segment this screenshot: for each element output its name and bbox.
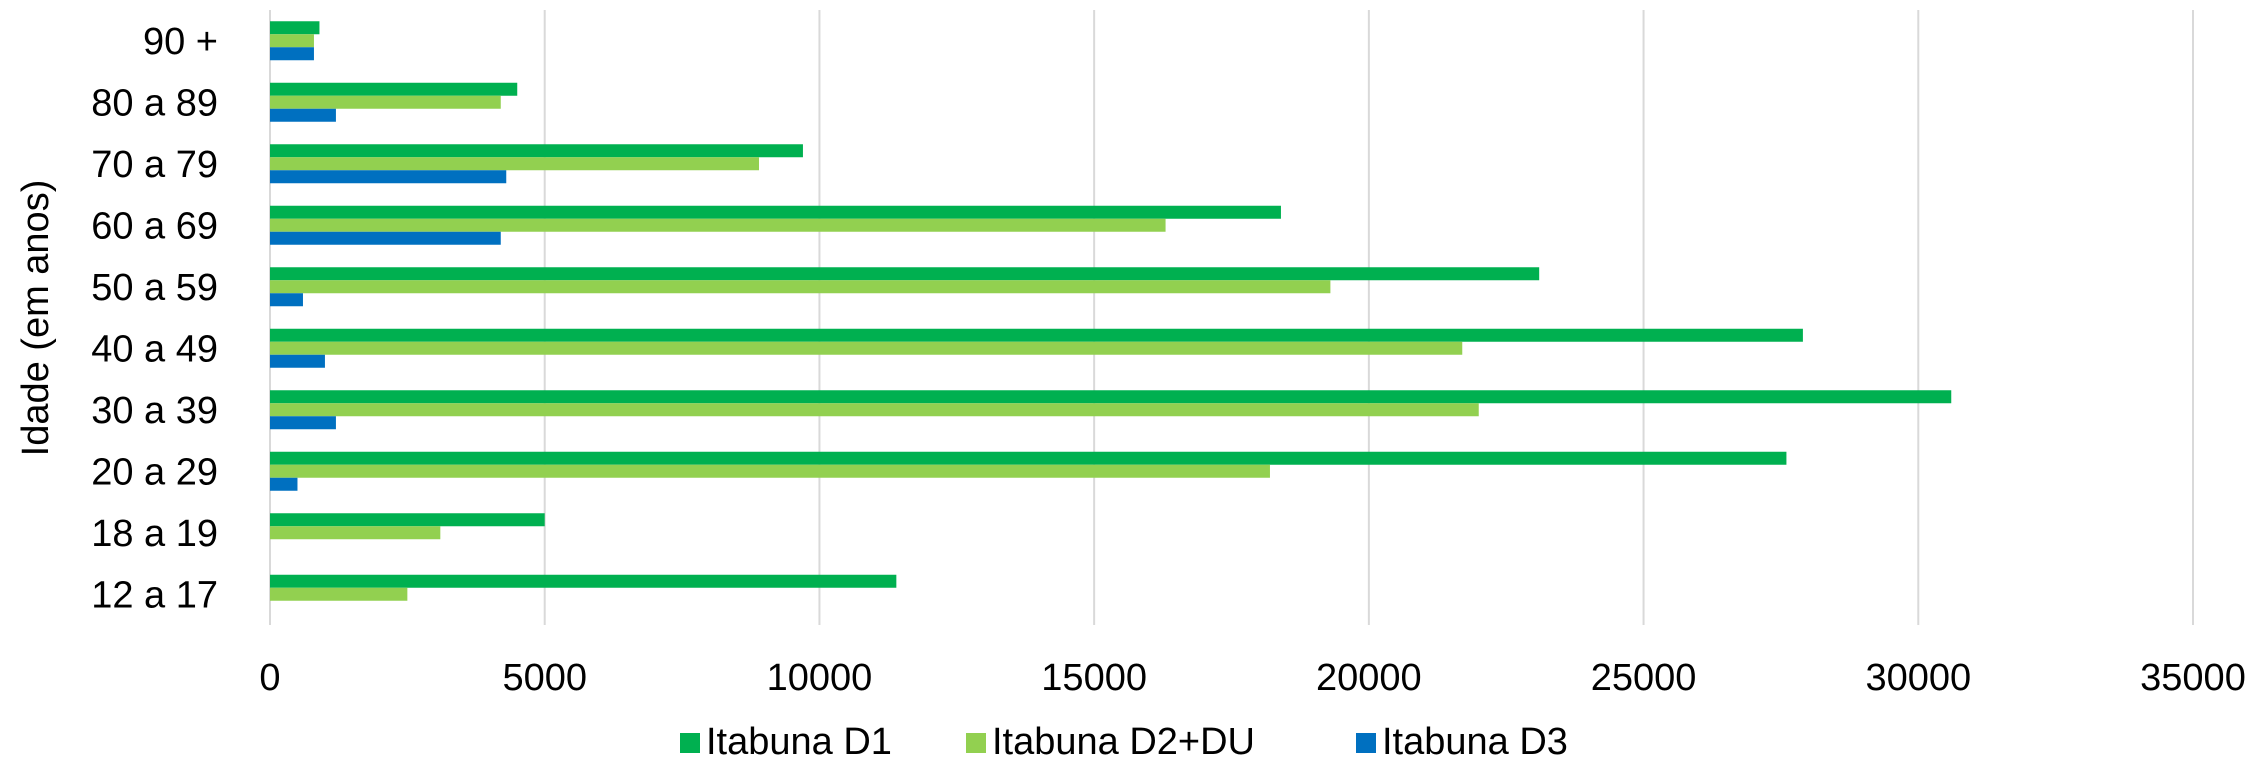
gridlines [269,10,2194,625]
legend-label-2: Itabuna D2+DU [992,721,1255,763]
bar-itabuna-d3-90- [270,47,314,61]
category-label: 90 + [143,21,218,63]
bar-itabuna-d2-du-80-a-89 [270,95,501,109]
x-tick-label-15000: 15000 [1041,657,1147,699]
bar-itabuna-d2-du-90- [270,34,314,48]
bar-itabuna-d1-90- [270,21,320,35]
bar-itabuna-d3-70-a-79 [270,170,507,184]
x-tick-label-0: 0 [259,657,280,699]
category-label: 12 a 17 [91,574,218,616]
legend-label-1: Itabuna D1 [706,721,892,763]
category-label: 40 a 49 [91,328,218,370]
bar-itabuna-d2-du-40-a-49 [270,341,1463,355]
bar-itabuna-d2-du-20-a-29 [270,464,1270,478]
bars [270,21,1952,601]
x-tick-label-10000: 10000 [767,657,873,699]
bar-itabuna-d2-du-60-a-69 [270,218,1166,232]
bar-itabuna-d2-du-50-a-59 [270,280,1331,294]
category-label: 50 a 59 [91,267,218,309]
x-tick-labels: 0 5000 10000 15000 20000 25000 30000 35000 [259,657,2245,699]
bar-itabuna-d1-50-a-59 [270,267,1540,281]
bar-itabuna-d1-60-a-69 [270,205,1281,219]
bar-itabuna-d2-du-18-a-19 [270,526,441,540]
bar-itabuna-d3-60-a-69 [270,231,501,245]
legend-swatch-1 [680,733,700,753]
category-label: 30 a 39 [91,390,218,432]
bar-itabuna-d2-du-70-a-79 [270,157,759,171]
category-labels: 12 a 17 18 a 19 20 a 29 30 a 39 40 a 49 50 a … [91,21,218,617]
bar-itabuna-d2-du-30-a-39 [270,403,1479,417]
x-tick-label-30000: 30000 [1865,657,1971,699]
category-label: 20 a 29 [91,451,218,493]
y-axis-title: Idade (em anos) [15,180,57,457]
legend-swatch-2 [966,733,986,753]
bar-itabuna-d3-40-a-49 [270,354,325,368]
bar-itabuna-d3-50-a-59 [270,293,303,307]
legend-swatch-3 [1356,733,1376,753]
bar-itabuna-d1-40-a-49 [270,328,1803,342]
bar-itabuna-d3-30-a-39 [270,416,336,430]
bar-itabuna-d1-18-a-19 [270,513,545,527]
bar-itabuna-d1-80-a-89 [270,82,518,96]
x-tick-label-35000: 35000 [2140,657,2246,699]
category-label: 80 a 89 [91,82,218,124]
bar-itabuna-d1-12-a-17 [270,574,897,588]
x-tick-label-20000: 20000 [1316,657,1422,699]
bar-itabuna-d1-70-a-79 [270,144,803,158]
x-tick-label-25000: 25000 [1591,657,1697,699]
x-tick-label-5000: 5000 [502,657,587,699]
bar-itabuna-d3-80-a-89 [270,108,336,122]
category-label: 70 a 79 [91,144,218,186]
bar-itabuna-d2-du-12-a-17 [270,587,408,601]
category-label: 60 a 69 [91,205,218,247]
category-label: 18 a 19 [91,513,218,555]
legend: Itabuna D1 Itabuna D2+DU Itabuna D3 [680,721,1568,763]
legend-label-3: Itabuna D3 [1382,721,1568,763]
bar-itabuna-d1-20-a-29 [270,451,1787,465]
bar-itabuna-d3-20-a-29 [270,477,298,491]
bar-itabuna-d1-30-a-39 [270,390,1952,404]
